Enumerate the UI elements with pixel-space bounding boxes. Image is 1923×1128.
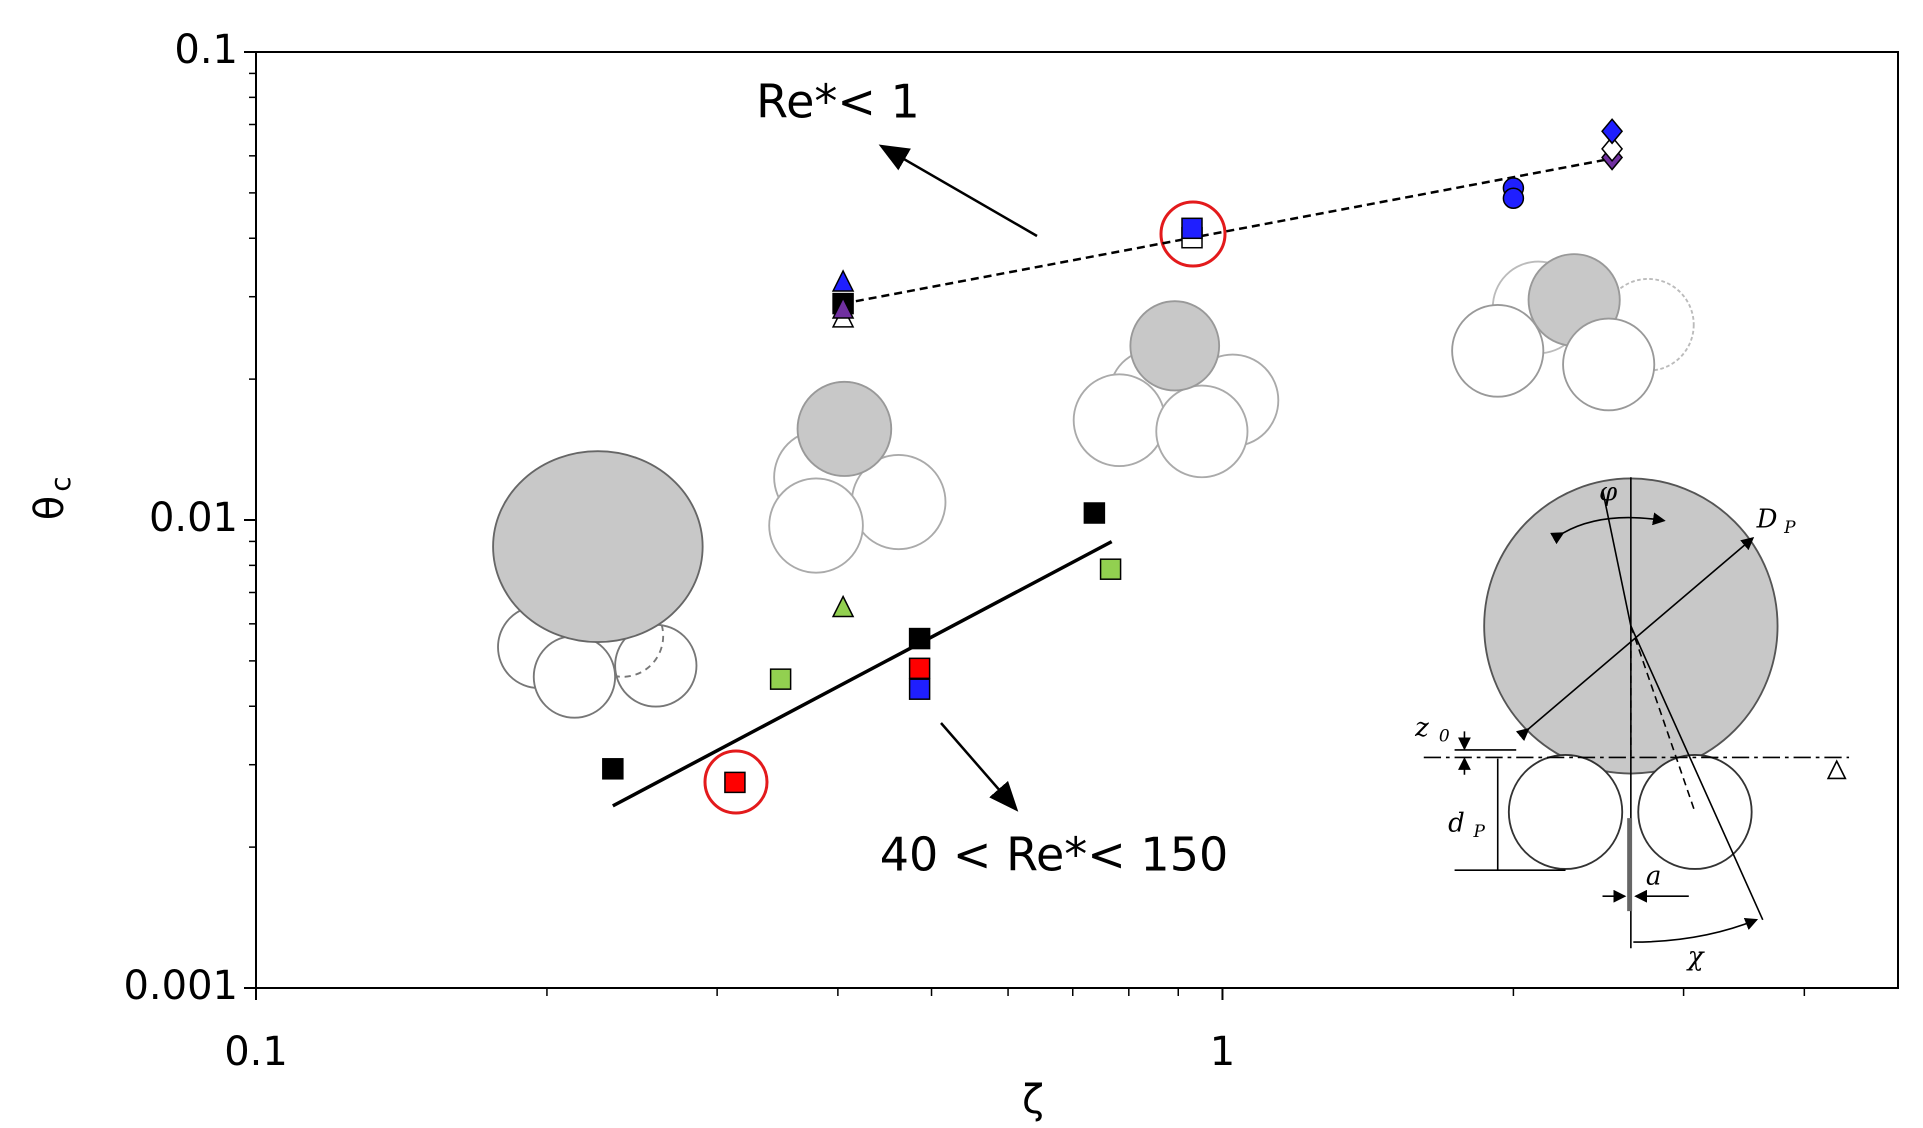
annotation-arrow (940, 722, 1019, 812)
marker-diamond (1601, 118, 1624, 145)
diagram-label: D (1756, 505, 1778, 535)
marker-circle (1502, 187, 1525, 209)
marker-triangle (831, 269, 855, 292)
highlight-circle (1159, 200, 1227, 268)
marker-square (602, 758, 624, 780)
annotation-arrow (878, 144, 1038, 238)
diagram-label: d (1448, 808, 1465, 838)
y-axis-label: θ (27, 496, 73, 520)
diagram-label: z (1414, 713, 1429, 743)
annotation: 40 < Re*< 150 (880, 828, 1228, 882)
diagram-label: a (1646, 862, 1662, 892)
marker-triangle (831, 594, 855, 618)
particle-insets (492, 253, 1850, 949)
y-tick-label: 0.1 (174, 27, 238, 73)
x-axis-label: ζ (1022, 1077, 1044, 1123)
annotation: Re*< 1 (756, 75, 920, 129)
marker-square (1099, 558, 1122, 580)
fit-line (842, 157, 1613, 305)
highlight-circle (703, 749, 769, 815)
x-tick-label: 0.1 (224, 1029, 288, 1075)
diagram-label: φ (1599, 477, 1618, 507)
y-axis-label-group: θ c (27, 476, 77, 520)
marker-square (1083, 502, 1106, 524)
y-tick-label: 0.001 (123, 963, 238, 1009)
marker-square (1181, 217, 1203, 240)
diagram-label-subscript: P (1783, 518, 1796, 538)
marker-square (908, 627, 931, 650)
diagram-label-subscript: P (1472, 822, 1485, 842)
marker-diamond (1601, 135, 1624, 163)
diagram-label: χ (1686, 942, 1706, 972)
fit-line (612, 540, 1113, 808)
diagram-label-subscript: 0 (1439, 726, 1450, 746)
x-tick-label: 1 (1210, 1029, 1235, 1075)
marker-square (908, 678, 931, 700)
marker-square (724, 771, 746, 794)
marker-square (908, 657, 931, 680)
y-tick-label: 0.01 (149, 495, 238, 541)
marker-square (769, 668, 792, 690)
y-axis-label-subscript: c (44, 476, 77, 491)
marker-triangle (831, 296, 855, 319)
